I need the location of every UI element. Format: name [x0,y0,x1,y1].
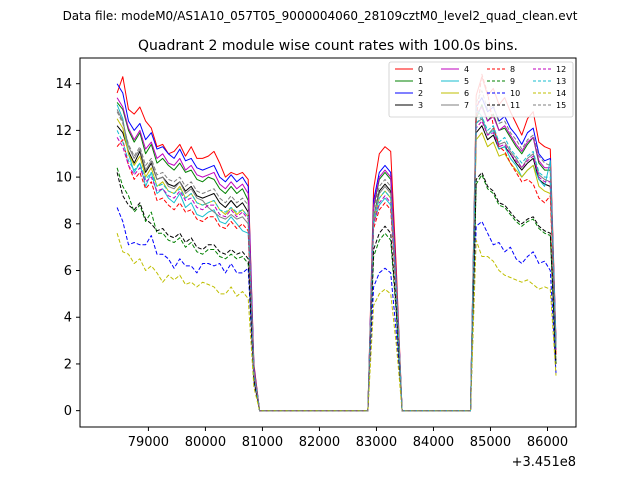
legend-label-11: 11 [510,101,520,110]
legend-label-7: 7 [464,101,469,110]
series-lines [116,73,557,412]
x-tick-label-3: 82000 [299,435,340,450]
y-tick-label-0: 0 [64,404,72,419]
y-tick-label-2: 4 [64,311,72,326]
legend-label-13: 13 [556,77,566,86]
axes-frame [79,57,577,428]
x-tick-label-2: 81000 [242,435,283,450]
y-tick-label-4: 8 [64,217,72,232]
chart-title: Quadrant 2 module wise count rates with … [138,38,518,54]
series-line-11 [116,171,557,412]
legend-label-9: 9 [510,77,515,86]
legend-label-14: 14 [556,89,566,98]
plot-area: 79000 80000 81000 82000 83000 84000 85000 86000… [55,57,577,470]
x-tick-label-0: 79000 [128,435,169,450]
y-tick-label-5: 10 [55,171,72,186]
x-offset-label: +3.451e8 [512,455,576,470]
legend-label-3: 3 [418,101,423,110]
legend-label-10: 10 [510,89,520,98]
y-tick-label-6: 12 [55,124,72,139]
legend-label-12: 12 [556,65,566,74]
legend-box [388,61,574,118]
x-tick-label-5: 84000 [413,435,454,450]
x-tick-label-4: 83000 [356,435,397,450]
x-tick-label-6: 85000 [470,435,511,450]
legend-label-0: 0 [418,65,423,74]
x-axis: 79000 80000 81000 82000 83000 84000 85000 86000 [128,427,568,450]
y-axis: 0 2 4 6 8 10 12 14 [55,77,80,419]
y-tick-label-3: 6 [64,264,72,279]
legend-label-8: 8 [510,65,515,74]
legend-label-15: 15 [556,101,566,110]
x-tick-label-7: 86000 [527,435,568,450]
legend-label-2: 2 [418,89,423,98]
y-tick-label-7: 14 [55,77,72,92]
legend-label-5: 5 [464,77,469,86]
legend-label-1: 1 [418,77,423,86]
series-line-15 [116,90,557,412]
legend-label-4: 4 [464,65,469,74]
legend-label-6: 6 [464,89,469,98]
suptitle: Data file: modeM0/AS1A10_057T05_90000040… [63,9,578,23]
x-tick-label-1: 80000 [185,435,226,450]
y-tick-label-1: 2 [64,357,72,372]
